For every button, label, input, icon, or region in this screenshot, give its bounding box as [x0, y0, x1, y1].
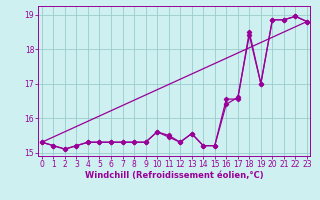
X-axis label: Windchill (Refroidissement éolien,°C): Windchill (Refroidissement éolien,°C)	[85, 171, 264, 180]
